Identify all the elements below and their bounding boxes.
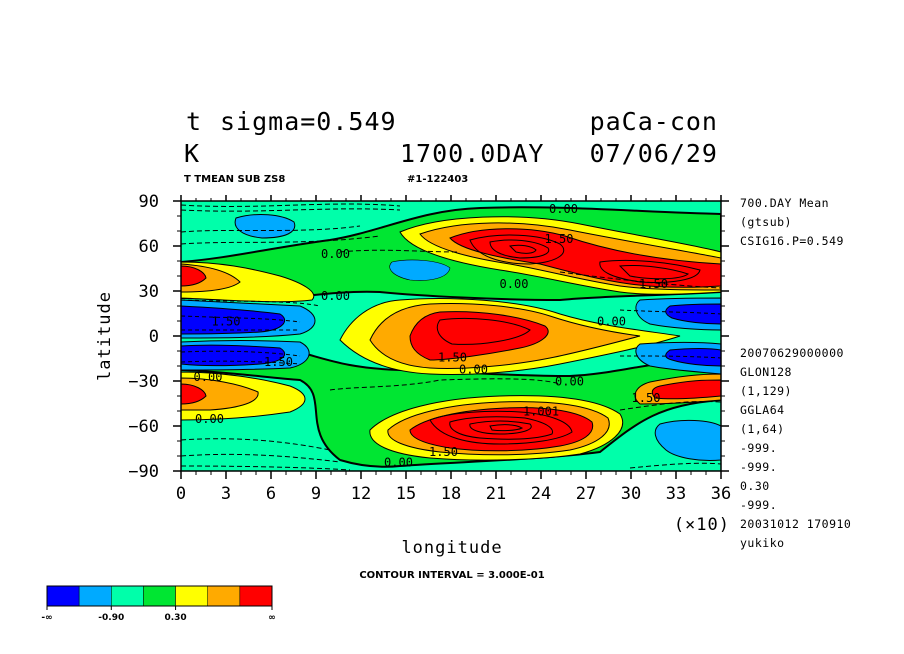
x-tick-label: 30 [621,484,641,504]
contour-label: 1.50 [438,351,467,365]
contour-label: 0.00 [321,289,350,303]
contour-label: 1.50 [212,315,241,329]
colorbar-swatch [46,585,80,607]
title-variable: t [186,107,202,136]
x-tick-label: 21 [486,484,506,504]
y-axis: 90 60 30 0 −30 −60 −90 [128,192,729,482]
colorbar-label: ∞ [268,613,276,623]
side-info-line: 20031012 170910 [740,517,851,531]
y-tick-label: 30 [139,282,159,302]
contour-label: 0.00 [597,315,626,329]
colorbar-swatch [175,585,208,607]
colorbar-label: -∞ [41,613,52,623]
colorbar: -∞ -0.90 0.30 ∞ [41,585,276,623]
title-date: 07/06/29 [590,139,718,168]
side-info-top: 700.DAY Mean (gtsub) CSIG16.P=0.549 [740,196,844,248]
contour-label: 0.00 [459,363,488,377]
contour-label: 0.00 [194,370,223,384]
side-info-line: GLON128 [740,365,792,379]
x-tick-label: 15 [396,484,416,504]
side-info-line: -999. [740,441,777,455]
x-tick-label: 18 [441,484,461,504]
subtitle: T TMEAN SUB ZS8 [184,174,285,185]
contour-label: 0.00 [195,412,224,426]
contour-lines [181,203,721,471]
contour-label: 1.001 [523,405,559,419]
x-axis-label: longitude [401,538,502,558]
title-units: K [184,139,200,168]
x-axis-multiplier: (×10) [674,515,730,535]
colorbar-frame [46,585,273,607]
contour-labels: 0.001.500.000.00 1.500.000.001.501.500.00… [194,202,668,470]
side-info-line: yukiko [740,536,785,550]
contour-interval: CONTOUR INTERVAL = 3.000E-01 [359,570,544,581]
plot-area: 0.001.500.000.00 1.500.000.001.501.500.00… [181,201,721,471]
y-axis-label: latitude [95,291,115,381]
colorbar-swatch [239,585,273,607]
colorbar-swatch [111,585,144,607]
side-info-bottom: 20070629000000 GLON128 (1,129) GGLA64 (1,64)… [740,346,851,550]
warm-upper-left [181,261,315,303]
run-id: #1-122403 [407,174,468,185]
x-tick-label: 9 [311,484,321,504]
y-tick-label: 90 [139,192,159,212]
title-level: sigma=0.549 [220,107,397,136]
title-time: 1700.0DAY [400,139,544,168]
colorbar-swatch [207,585,241,607]
side-info-line: (gtsub) [740,215,792,229]
warm-southern [369,395,623,461]
y-tick-label: −30 [128,372,159,392]
contour-label: 1.50 [264,355,293,369]
contour-label: 0.00 [500,277,529,291]
warm-lower-right [634,373,721,405]
contour-label: 1.50 [639,277,668,291]
colorbar-swatch [143,585,176,607]
contour-label: 1.50 [429,445,458,459]
contour-label: 0.00 [321,247,350,261]
y-tick-label: −60 [128,417,159,437]
contour-label: 1.50 [545,232,574,246]
side-info-line: 20070629000000 [740,346,844,360]
side-info-line: (1,129) [740,384,792,398]
y-tick-label: 60 [139,237,159,257]
x-tick-label: 33 [666,484,686,504]
side-info-line: (1,64) [740,422,785,436]
title-experiment: paCa-con [590,107,718,136]
contour-label: 0.00 [549,202,578,216]
warm-equator [339,298,681,376]
contour-label: 0.00 [384,456,413,470]
y-tick-label: −90 [128,462,159,482]
side-info-line: 0.30 [740,479,770,493]
x-tick-label: 36 [711,484,731,504]
cold-regions [181,214,721,461]
x-tick-label: 24 [531,484,551,504]
side-info-line: GGLA64 [740,403,785,417]
y-tick-label: 0 [149,327,159,347]
colorbar-label: -0.90 [98,613,124,623]
side-info-line: -999. [740,460,777,474]
contour-label: 0.00 [555,375,584,389]
x-tick-label: 12 [351,484,371,504]
x-axis: 0 3 6 9 12 15 18 21 24 27 30 33 36 [176,195,731,504]
contour-label: 1.50 [632,391,661,405]
x-tick-label: 27 [576,484,596,504]
x-tick-label: 0 [176,484,186,504]
warm-lower-left [181,371,306,421]
side-info-line: 700.DAY Mean [740,196,829,210]
x-tick-label: 6 [266,484,276,504]
x-tick-label: 3 [221,484,231,504]
side-info-line: CSIG16.P=0.549 [740,234,844,248]
colorbar-swatch [78,585,112,607]
side-info-line: -999. [740,498,777,512]
colorbar-label: 0.30 [164,613,186,623]
